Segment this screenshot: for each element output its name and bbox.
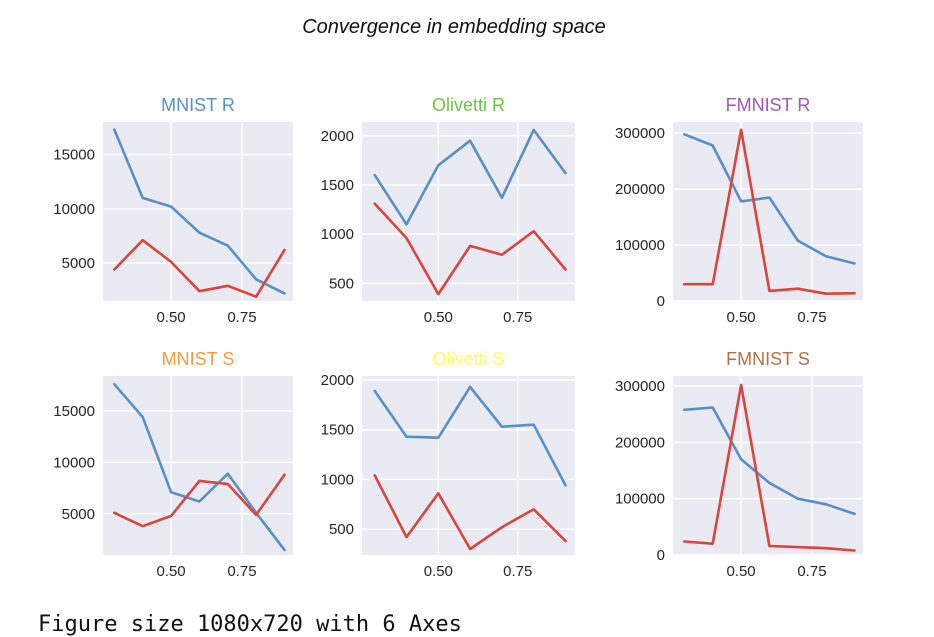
y-tick-label: 1000 [321,226,354,243]
subplot-5: 0.50 0.75 500 1000 1500 2000 Olivetti S [321,349,575,580]
subplot-title: FMNIST S [726,349,810,369]
y-tick-label: 500 [329,275,354,292]
series-line-1 [113,128,286,295]
y-tick-label: 1000 [321,471,354,488]
subplot-4: 0.50 0.75 5000 10000 15000 MNIST S [53,349,293,580]
plot-area [103,122,293,301]
x-tick-label: 0.50 [726,309,755,326]
y-tick-label: 0 [657,547,665,564]
figure-suptitle: Convergence in embedding space [302,16,606,38]
series-line-2 [682,128,856,296]
x-tick-label: 0.75 [797,309,826,326]
y-tick-label: 15000 [53,403,95,420]
y-tick-label: 2000 [321,372,354,389]
y-tick-label: 300000 [615,378,665,395]
subplot-title: MNIST R [161,95,235,115]
series-line-2 [113,238,286,299]
x-tick-label: 0.75 [227,309,256,326]
y-tick-label: 10000 [53,201,95,218]
x-tick-label: 0.75 [503,563,532,580]
x-tick-label: 0.75 [503,309,532,326]
x-tick-label: 0.75 [797,563,826,580]
series-line-1 [682,406,856,516]
y-tick-label: 2000 [321,128,354,145]
y-tick-label: 100000 [615,491,665,508]
subplot-title: FMNIST R [726,95,811,115]
x-tick-label: 0.50 [424,309,453,326]
series-line-2 [373,202,567,296]
plot-area [673,122,863,301]
x-tick-label: 0.50 [424,563,453,580]
x-tick-label: 0.50 [156,309,185,326]
y-tick-label: 1500 [321,177,354,194]
x-tick-label: 0.50 [156,563,185,580]
series-line-1 [682,133,856,265]
y-tick-label: 5000 [62,506,95,523]
y-tick-label: 15000 [53,147,95,164]
subplot-1: 0.50 0.75 5000 10000 15000 MNIST R [53,95,293,326]
y-tick-label: 100000 [615,237,665,254]
subplot-2: 0.50 0.75 500 1000 1500 2000 Olivetti R [321,95,575,326]
plot-area [362,376,575,555]
subplot-title: Olivetti S [432,349,504,369]
subplot-6: 0.50 0.75 0 100000 200000 300000 FMNIST S [615,349,863,580]
series-line-2 [682,383,856,552]
series-line-1 [373,385,567,487]
y-tick-label: 200000 [615,181,665,198]
plot-area [362,122,575,301]
series-line-1 [373,128,567,226]
y-tick-label: 300000 [615,125,665,142]
y-tick-label: 0 [657,293,665,310]
plot-area [673,376,863,555]
y-tick-label: 5000 [62,255,95,272]
subplot-3: 0.50 0.75 0 100000 200000 300000 FMNIST R [615,95,863,326]
subplot-title: Olivetti R [432,95,505,115]
y-tick-label: 10000 [53,454,95,471]
subplot-title: MNIST S [162,349,235,369]
y-tick-label: 500 [329,521,354,538]
x-tick-label: 0.50 [726,563,755,580]
series-line-2 [373,474,567,551]
y-tick-label: 200000 [615,434,665,451]
x-tick-label: 0.75 [227,563,256,580]
series-line-2 [113,473,286,528]
y-tick-label: 1500 [321,422,354,439]
figure-caption: Figure size 1080x720 with 6 Axes [38,612,462,637]
